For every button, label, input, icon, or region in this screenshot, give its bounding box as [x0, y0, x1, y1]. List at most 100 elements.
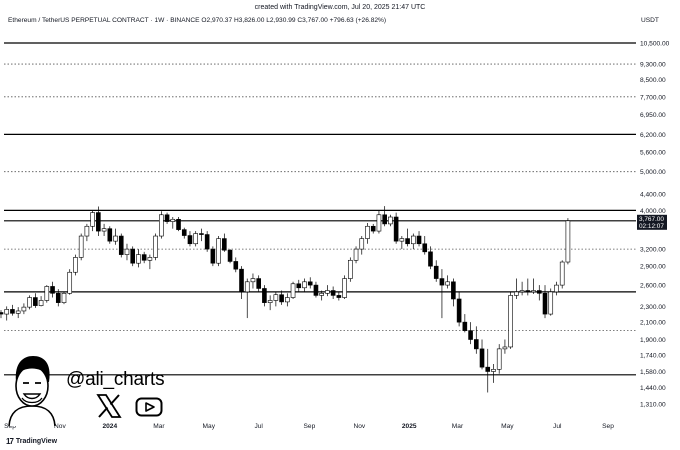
candle-up [153, 235, 158, 258]
candle-down [479, 348, 485, 368]
candle-down [107, 228, 113, 242]
candle-up [554, 284, 559, 293]
candle-up [216, 238, 221, 264]
author-handle: @ali_charts [66, 369, 165, 390]
y-tick-label: 5,000.00 [640, 169, 666, 176]
y-tick-label: 10,500.00 [640, 41, 670, 48]
candle-up [101, 228, 107, 232]
x-tick-label: Sep [4, 423, 16, 430]
candle-down [405, 238, 410, 245]
tradingview-wordmark: TradingView [15, 438, 58, 445]
candle-up [21, 306, 27, 312]
candle-up [508, 295, 513, 348]
candle-down [525, 290, 531, 293]
candle-down [130, 248, 136, 264]
candle-up [548, 291, 554, 315]
y-tick-label: 9,300.00 [640, 62, 666, 69]
candle-down [118, 235, 124, 255]
candle-down [451, 281, 456, 300]
chart-creation-caption: created with TradingView.com, Jul 20, 20… [254, 4, 426, 11]
candle-down [50, 286, 55, 294]
y-tick-label: 1,310.00 [640, 402, 666, 409]
candle-up [44, 286, 50, 301]
candle-down [370, 225, 376, 232]
symbol-ohlc-legend: Ethereum / TetherUS PERPETUAL CONTRACT ·… [8, 17, 387, 24]
candle-up [565, 220, 571, 263]
candle-up [445, 281, 450, 286]
candle-up [290, 283, 296, 298]
last-price-badge [637, 214, 667, 230]
y-tick-label: 4,000.00 [640, 208, 666, 215]
x-tick-label: Nov [353, 423, 365, 430]
candle-up [496, 348, 502, 370]
ali-avatar-icon [8, 356, 56, 427]
candle-up [273, 294, 279, 301]
candle-up [285, 297, 290, 303]
y-tick-label: 1,580.00 [640, 369, 666, 376]
youtube-icon[interactable] [135, 397, 163, 417]
candle-up [4, 309, 10, 315]
x-tick-label: Sep [304, 423, 316, 430]
candle-down [462, 321, 468, 331]
candle-up [491, 369, 496, 372]
tradingview-logo-icon: 17 [6, 437, 14, 446]
x-tick-label: May [203, 423, 216, 430]
candle-up [353, 248, 359, 261]
y-tick-label: 6,950.00 [640, 112, 666, 119]
candle-down [256, 278, 261, 289]
candle-down [422, 243, 428, 253]
candle-down [330, 290, 336, 296]
y-tick-label: 2,300.00 [640, 304, 666, 311]
candle-down [279, 294, 284, 303]
candle-up [519, 290, 525, 293]
candle-down [382, 214, 387, 225]
candle-down [439, 278, 445, 286]
candle-up [399, 238, 405, 242]
candle-down [227, 249, 233, 262]
y-tick-label: 4,400.00 [640, 191, 666, 198]
candle-down [456, 298, 462, 323]
y-tick-label: 1,740.00 [640, 352, 666, 359]
candle-up [38, 300, 44, 306]
candle-down [307, 281, 313, 286]
candle-down [468, 330, 473, 340]
candle-down [296, 283, 302, 289]
candle-down [233, 261, 239, 270]
y-tick-label: 2,900.00 [640, 264, 666, 271]
candle-up [61, 293, 67, 303]
y-tick-label: 1,900.00 [640, 337, 666, 344]
candle-up [136, 254, 141, 264]
currency-label: USDT [641, 17, 659, 24]
candle-down [542, 293, 548, 315]
x-tick-label: May [501, 423, 514, 430]
candle-up [124, 248, 130, 255]
candle-up [502, 346, 508, 350]
y-tick-label: 5,600.00 [640, 150, 666, 157]
candle-down [473, 339, 479, 350]
bar-countdown-label: 02:12:07 [639, 223, 664, 230]
candle-down [416, 235, 422, 245]
y-tick-label: 2,600.00 [640, 283, 666, 290]
candle-up [302, 281, 307, 289]
candle-up [342, 278, 347, 298]
candle-down [210, 248, 216, 264]
candles-group [0, 206, 571, 393]
candle-up [388, 216, 393, 225]
candle-down [536, 290, 542, 294]
candle-up [90, 212, 95, 227]
candle-up [359, 238, 365, 250]
candle-down [164, 214, 170, 222]
candle-up [319, 293, 324, 296]
last-price-label: 3,767.00 [639, 216, 664, 223]
tradingview-brand[interactable]: 17 TradingView [6, 437, 57, 446]
candle-up [559, 261, 565, 286]
candle-down [222, 238, 227, 251]
candle-up [250, 278, 256, 283]
candle-up [113, 235, 118, 242]
candle-down [176, 218, 181, 230]
x-logo-icon[interactable] [96, 394, 122, 418]
candle-up [325, 290, 330, 294]
candle-down [336, 295, 342, 298]
candle-up [159, 214, 164, 237]
